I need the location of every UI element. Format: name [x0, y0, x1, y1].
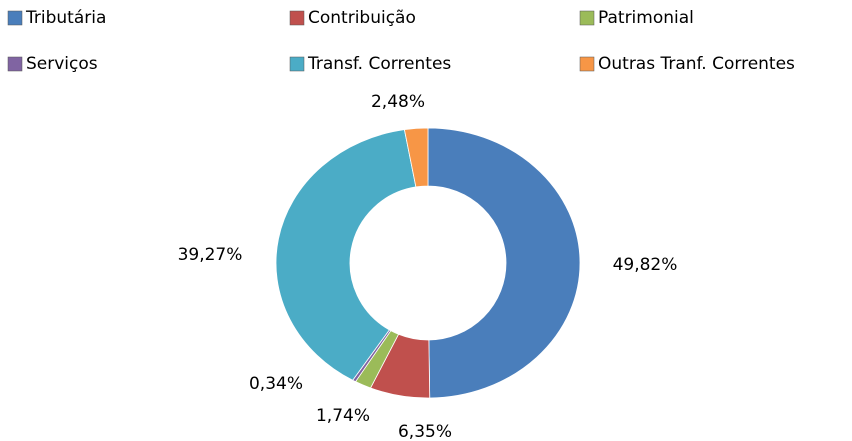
- legend-label: Transf. Correntes: [307, 54, 451, 74]
- legend-swatch: [7, 56, 23, 72]
- legend-label: Contribuição: [308, 8, 416, 28]
- donut-slice: [427, 127, 581, 399]
- data-label: 2,48%: [371, 92, 425, 112]
- legend-swatch: [579, 56, 595, 72]
- legend-label: Serviços: [26, 54, 98, 74]
- legend-swatch: [289, 56, 305, 72]
- legend-label: Tributária: [25, 8, 106, 28]
- legend-swatch: [579, 10, 595, 26]
- data-label: 39,27%: [178, 245, 243, 265]
- data-label: 0,34%: [249, 374, 303, 394]
- legend-label: Patrimonial: [598, 8, 694, 28]
- donut-slice: [403, 127, 429, 188]
- data-label: 49,82%: [613, 255, 678, 275]
- donut-slice: [275, 129, 417, 381]
- data-label: 6,35%: [398, 422, 452, 441]
- data-label: 1,74%: [316, 406, 370, 426]
- legend-label: Outras Tranf. Correntes: [598, 54, 795, 74]
- legend-swatch: [7, 10, 23, 26]
- legend-swatch: [289, 10, 305, 26]
